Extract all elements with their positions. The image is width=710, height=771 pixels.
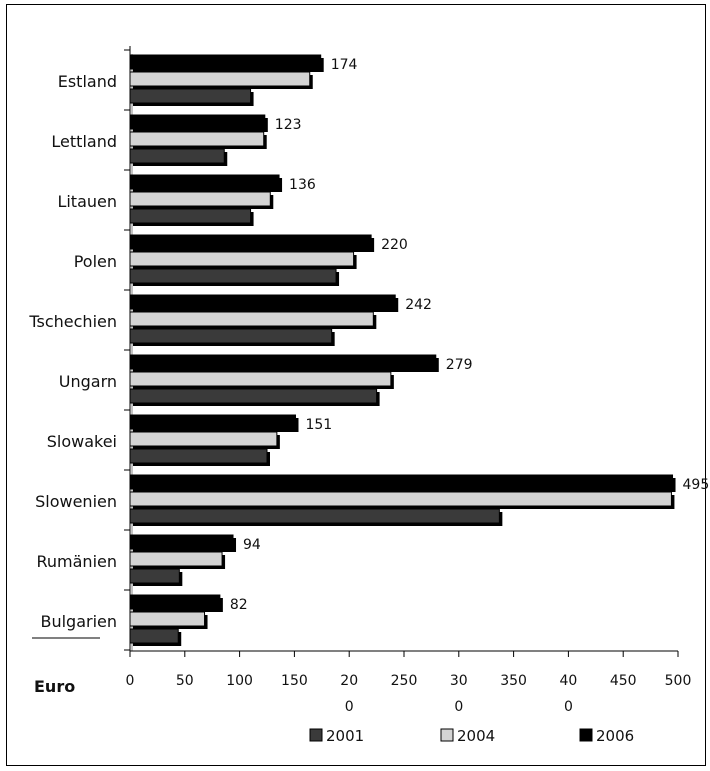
category-label: Rumänien [37,552,118,571]
legend-label: 2006 [596,727,634,745]
bar [129,54,322,70]
data-label: 220 [381,237,408,253]
bar [129,354,437,370]
bar [129,474,674,490]
bar [129,628,179,644]
bar [129,71,311,87]
legend-swatch [579,728,593,742]
x-tick-label: 150 [281,673,308,689]
x-tick-label: 450 [610,673,637,689]
x-tick-label-line: 20 [340,673,358,689]
data-label: 94 [243,537,261,553]
category-label: Ungarn [59,372,117,391]
x-tick-label-line: 50 [176,673,194,689]
x-tick-label: 350 [500,673,527,689]
bar [129,431,278,447]
bar [129,414,296,430]
legend-swatch [309,728,323,742]
data-label: 151 [305,417,332,433]
x-tick-label: 30 0 [450,673,468,715]
bar [129,568,180,584]
bar [129,88,252,104]
bar [129,148,225,164]
category-label: Polen [74,252,117,271]
bar [129,388,378,404]
bar [129,251,355,267]
x-tick-label: 500 [665,673,692,689]
category-label: Litauen [57,192,117,211]
x-tick-label-line: 0 [126,673,135,689]
bar [129,371,392,387]
bar [129,191,271,207]
bar [129,114,266,130]
data-label: 82 [230,597,248,613]
x-tick-label: 250 [391,673,418,689]
legend-swatch [440,728,454,742]
x-tick-label-line: 0 [454,699,463,715]
category-label: Lettland [51,132,117,151]
x-axis-title: Euro [34,677,75,696]
data-label: 123 [275,117,302,133]
category-label: Tschechien [28,312,117,331]
bar [129,174,280,190]
x-tick-label-line: 100 [226,673,253,689]
bar [129,534,234,550]
bar [129,208,252,224]
x-tick-label-line: 30 [450,673,468,689]
x-tick-label: 20 0 [340,673,358,715]
bar [129,508,500,524]
category-label: Slowakei [47,432,117,451]
x-tick-label-line: 350 [500,673,527,689]
data-label: 495 [683,477,710,493]
data-label: 174 [331,57,358,73]
bar [129,294,396,310]
bar [129,448,268,464]
category-label: Estland [58,72,117,91]
category-label: Slowenien [35,492,117,511]
data-label: 136 [289,177,316,193]
chart-frame [6,4,706,766]
x-tick-label-line: 250 [391,673,418,689]
x-tick-label: 0 [126,673,135,689]
x-tick-label: 40 0 [559,673,577,715]
bar [129,551,223,567]
x-tick-label-line: 40 [559,673,577,689]
bar [129,234,372,250]
bar [129,268,337,284]
bar [129,311,374,327]
x-tick-label: 100 [226,673,253,689]
x-tick-label-line: 500 [665,673,692,689]
data-label: 242 [405,297,432,313]
bar [129,131,265,147]
x-tick-label-line: 450 [610,673,637,689]
x-tick-label-line: 150 [281,673,308,689]
x-tick-label: 50 [176,673,194,689]
legend-label: 2004 [457,727,495,745]
data-label: 279 [446,357,473,373]
bar [129,328,333,344]
bar [129,594,221,610]
bar [129,491,672,507]
x-tick-label-line: 0 [345,699,354,715]
category-label: Bulgarien [40,612,117,631]
bar [129,611,206,627]
legend-label: 2001 [326,727,364,745]
x-tick-label-line: 0 [564,699,573,715]
